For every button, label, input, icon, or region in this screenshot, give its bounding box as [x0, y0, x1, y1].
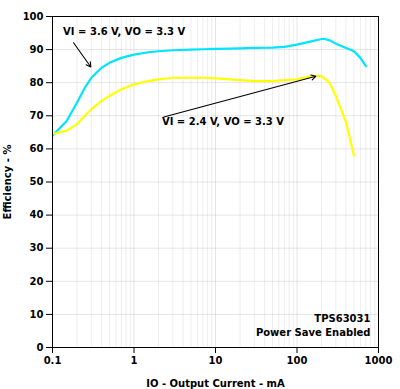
svg-text:IO - Output Current - mA: IO - Output Current - mA	[146, 378, 285, 389]
svg-text:70: 70	[30, 110, 44, 121]
svg-text:50: 50	[30, 176, 44, 187]
svg-text:100: 100	[23, 11, 44, 22]
svg-text:0: 0	[37, 342, 44, 353]
svg-text:0.1: 0.1	[44, 355, 62, 366]
svg-text:10: 10	[30, 309, 44, 320]
svg-text:1: 1	[131, 355, 138, 366]
svg-text:1000: 1000	[365, 355, 393, 366]
svg-text:80: 80	[30, 77, 44, 88]
svg-text:VI = 2.4 V, VO = 3.3 V: VI = 2.4 V, VO = 3.3 V	[162, 116, 284, 127]
svg-text:100: 100	[287, 355, 308, 366]
svg-text:60: 60	[30, 143, 44, 154]
svg-text:TPS63031Power Save Enabled: TPS63031Power Save Enabled	[256, 313, 371, 338]
svg-text:30: 30	[30, 242, 44, 253]
svg-text:10: 10	[209, 355, 223, 366]
svg-text:40: 40	[30, 209, 44, 220]
svg-text:Efficiency - %: Efficiency - %	[2, 145, 13, 220]
svg-text:20: 20	[30, 276, 44, 287]
svg-text:VI = 3.6 V, VO = 3.3 V: VI = 3.6 V, VO = 3.3 V	[63, 26, 185, 37]
svg-text:90: 90	[30, 44, 44, 55]
